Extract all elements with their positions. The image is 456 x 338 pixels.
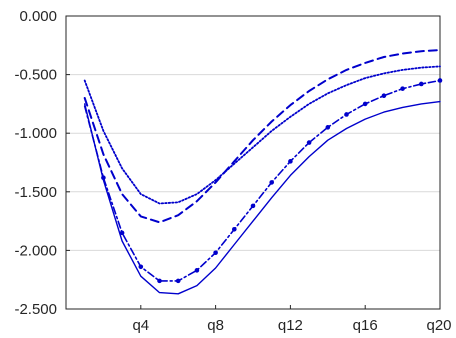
x-tick-label: q8: [207, 317, 224, 334]
series-point: [101, 175, 106, 181]
series-point: [175, 278, 181, 284]
series-line-dashed: [83, 49, 441, 224]
y-tick-label: -2.500: [14, 301, 57, 318]
y-tick-label: 0.000: [19, 8, 57, 25]
grid-layer: [66, 15, 440, 310]
series-line-solid: [83, 100, 441, 295]
series-point: [138, 264, 144, 270]
y-tick-label: -0.500: [14, 67, 57, 84]
series-point: [269, 180, 275, 185]
series-line-dash-dot-marker: [83, 79, 441, 282]
series-point: [250, 203, 256, 209]
series-point: [288, 159, 293, 164]
series-point: [325, 125, 331, 130]
series-point: [119, 230, 125, 236]
x-tick-label: q16: [353, 317, 378, 334]
series-layer: [83, 49, 443, 295]
y-tick-label: -1.500: [14, 184, 57, 201]
series-point: [232, 227, 237, 232]
y-tick-label: -1.000: [14, 125, 57, 142]
series-point: [306, 140, 312, 145]
series-point: [362, 101, 368, 107]
series-point: [400, 86, 405, 91]
x-tick-label: q12: [278, 317, 303, 334]
series-line-dotted: [83, 65, 441, 205]
plot-frame: [65, 15, 441, 310]
series-point: [157, 278, 162, 284]
series-point: [419, 81, 424, 87]
series-point: [194, 268, 200, 273]
series-point: [437, 78, 443, 83]
series-point: [213, 250, 218, 256]
series-point: [381, 93, 387, 98]
tick-layer: 0.000 -0.500 -1.000 -1.500 -2.000 -2.500 q4 q8 q…: [14, 8, 451, 334]
y-tick-label: -2.000: [14, 242, 57, 259]
x-tick-label: q20: [426, 317, 451, 334]
series-point: [344, 112, 349, 117]
x-tick-label: q4: [132, 317, 149, 334]
